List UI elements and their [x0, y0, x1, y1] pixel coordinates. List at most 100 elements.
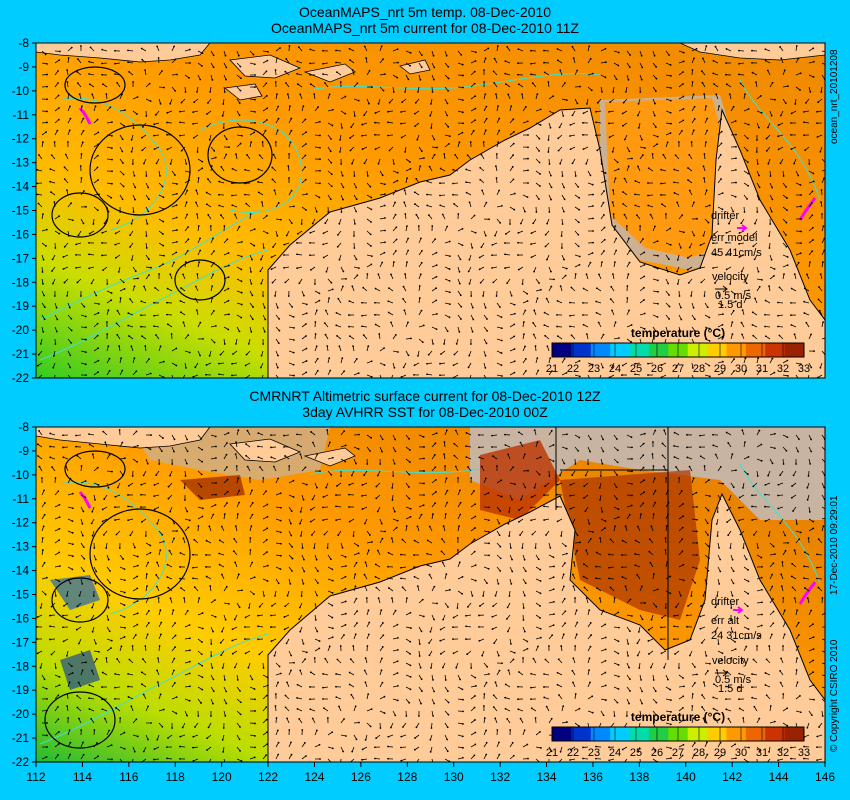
top-map-panel: -8 -9 -10 -11 -12 -13 -14 -15 -16 -17 -18 -19 -20 -21… — [12, 36, 826, 385]
bottom-lat-tick-label: -8 — [18, 420, 29, 434]
top-colorbar-title: temperature (°C) — [631, 326, 725, 340]
bottom-colorbar-tick: 29 — [714, 747, 726, 759]
top-lat-tick-label: -13 — [12, 156, 30, 170]
bottom-lat-tick-label: -22 — [12, 755, 30, 769]
bottom-legend: drifter err alt 24 31cm/s velocity 0.5 m… — [711, 596, 762, 695]
top-lat-tick-label: -9 — [18, 60, 29, 74]
bottom-lat-tick-label: -11 — [13, 492, 30, 506]
bottom-colorbar-swatch — [784, 727, 805, 741]
top-colorbar-swatch — [707, 343, 727, 357]
top-colorbar-swatch — [745, 343, 766, 357]
lon-tick-label: 132 — [490, 770, 510, 784]
top-side-label: ocean_nrt_20101208 — [829, 49, 840, 144]
top-colorbar-tick: 21 — [546, 363, 558, 375]
top-australia-landmass — [267, 107, 825, 378]
bottom-colorbar-title: temperature (°C) — [631, 710, 725, 724]
bottom-colorbar-tick: 30 — [735, 747, 747, 759]
top-colorbar-swatch — [648, 343, 669, 357]
bottom-title-line1: CMRNRT Altimetric surface current for 08… — [249, 388, 601, 404]
lon-tick-label: 146 — [815, 770, 835, 784]
top-colorbar-swatch — [765, 343, 786, 357]
lon-tick-label: 144 — [769, 770, 789, 784]
bottom-colorbar-swatch — [552, 727, 572, 741]
bottom-lat-tick-label: -10 — [12, 468, 30, 482]
bottom-colorbar-tick: 23 — [588, 747, 600, 759]
top-legend-drifter-arrow — [737, 224, 748, 232]
top-colorbar-tick: 22 — [567, 363, 579, 375]
bottom-colorbar: temperature (°C) 21 22 23 24 25 26 27 28 29 30 31 3… — [546, 710, 810, 759]
top-colorbar-tick: 30 — [735, 363, 747, 375]
top-lat-tick-label: -20 — [12, 323, 30, 337]
top-colorbar-swatch — [590, 343, 611, 357]
bottom-colorbar-tick: 28 — [693, 747, 705, 759]
bottom-colorbar-swatch — [629, 727, 650, 741]
bottom-colorbar-tick: 26 — [651, 747, 663, 759]
bottom-legend-err-values: 24 31cm/s — [711, 630, 762, 642]
top-legend-err-values: 45 41cm/s — [711, 247, 762, 259]
bottom-legend-drifter-arrow — [733, 606, 744, 614]
top-lat-tick-label: -21 — [12, 347, 30, 361]
top-lat-axis: -8 -9 -10 -11 -12 -13 -14 -15 -16 -17 -18 -19 -20 -21… — [12, 36, 36, 385]
bottom-colorbar-tick: 21 — [546, 747, 558, 759]
bottom-australia-landmass — [267, 492, 825, 762]
top-colorbar-swatch — [726, 343, 747, 357]
lon-tick-label: 124 — [304, 770, 324, 784]
top-colorbar-swatch — [610, 343, 631, 357]
bottom-colorbar-tick: 24 — [609, 747, 621, 759]
bottom-lat-tick-label: -16 — [12, 611, 30, 625]
top-lat-tick-label: -8 — [18, 36, 29, 50]
top-colorbar-swatch — [571, 343, 592, 357]
top-lat-tick-label: -17 — [12, 251, 30, 265]
top-lat-tick-label: -15 — [12, 204, 30, 218]
top-lat-tick-label: -12 — [12, 132, 30, 146]
bottom-lat-tick-label: -13 — [12, 540, 30, 554]
top-legend-drifter: drifter — [711, 210, 739, 222]
bottom-colorbar-swatch — [745, 727, 766, 741]
bottom-lat-tick-label: -17 — [12, 635, 30, 649]
top-velocity-arrows — [36, 45, 825, 378]
bottom-title-line2: 3day AVHRR SST for 08-Dec-2010 00Z — [302, 404, 548, 420]
lon-tick-label: 130 — [444, 770, 464, 784]
top-colorbar-swatch — [552, 343, 572, 357]
bottom-colorbar-swatch — [726, 727, 747, 741]
top-lat-tick-label: -22 — [12, 371, 30, 385]
top-legend: drifter err model 45 41cm/s velocity 0.5… — [711, 210, 762, 311]
bottom-no-data-area — [470, 427, 825, 520]
bottom-lat-tick-label: -20 — [12, 707, 30, 721]
bottom-copyright: © Copyright CSIRO 2010 — [829, 639, 840, 752]
lon-tick-label: 118 — [166, 770, 185, 784]
lon-tick-label: 140 — [676, 770, 696, 784]
top-title-line2: OceanMAPS_nrt 5m current for 08-Dec-2010… — [271, 20, 579, 36]
bottom-lat-tick-label: -12 — [12, 516, 30, 530]
lon-tick-label: 138 — [629, 770, 649, 784]
top-lat-tick-label: -11 — [13, 108, 30, 122]
top-colorbar-tick: 24 — [609, 363, 621, 375]
top-colorbar: temperature (°C) 21 22 23 24 25 26 27 28 29 30 31 3… — [546, 326, 810, 375]
bottom-colorbar-swatch — [571, 727, 592, 741]
bottom-contour-lines — [39, 463, 821, 745]
top-title-line1: OceanMAPS_nrt 5m temp. 08-Dec-2010 — [298, 4, 552, 20]
top-colorbar-tick: 28 — [693, 363, 705, 375]
top-colorbar-tick: 26 — [651, 363, 663, 375]
top-colorbar-tick: 32 — [777, 363, 789, 375]
bottom-colorbar-swatch — [765, 727, 786, 741]
bottom-map-panel: -8 -9 -10 -11 -12 -13 -14 -15 -16 -17 -18 -19 -20 -21… — [12, 420, 826, 769]
top-lat-tick-label: -18 — [12, 275, 30, 289]
bottom-legend-velocity-arrow — [715, 669, 728, 677]
bottom-lat-tick-label: -14 — [12, 564, 30, 578]
bottom-colorbar-tick: 32 — [777, 747, 789, 759]
top-legend-velocity: velocity — [712, 271, 749, 283]
lon-tick-label: 142 — [722, 770, 742, 784]
bottom-lat-tick-label: -18 — [12, 659, 30, 673]
bottom-drifter-track — [78, 491, 92, 509]
lon-tick-label: 136 — [583, 770, 603, 784]
lon-tick-label: 134 — [537, 770, 557, 784]
top-colorbar-tick: 31 — [756, 363, 768, 375]
top-lat-tick-label: -19 — [12, 299, 30, 313]
bottom-lat-tick-label: -9 — [18, 444, 29, 458]
top-legend-duration: 1.5 d — [718, 299, 742, 311]
bottom-legend-duration: 1.5 d — [718, 683, 742, 695]
bottom-lat-tick-label: -19 — [12, 683, 30, 697]
bottom-colorbar-tick: 22 — [567, 747, 579, 759]
